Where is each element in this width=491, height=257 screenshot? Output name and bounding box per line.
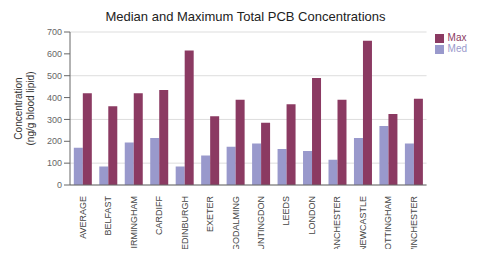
svg-text:WINCHESTER: WINCHESTER: [409, 196, 419, 250]
svg-text:500: 500: [47, 71, 62, 81]
svg-text:400: 400: [47, 93, 62, 103]
svg-text:Concentration(ng/g blood lipid: Concentration(ng/g blood lipid): [13, 72, 36, 146]
html-text:Median and Maximum Total PCB C: Median and Maximum Total PCB Concentrati…: [105, 9, 386, 24]
svg-text:0: 0: [57, 180, 62, 190]
svg-text:HUNTINGDON: HUNTINGDON: [256, 196, 266, 249]
svg-text:EXETER: EXETER: [205, 196, 215, 233]
html-text:Med: Med: [447, 43, 467, 54]
svg-text:NEWCASTLE: NEWCASTLE: [358, 196, 368, 249]
svg-text:MANCHESTER: MANCHESTER: [332, 196, 342, 249]
svg-text:NOTTINGHAM: NOTTINGHAM: [383, 196, 393, 249]
svg-text:EDINBURGH: EDINBURGH: [180, 196, 190, 249]
svg-text:CARDIFF: CARDIFF: [154, 196, 164, 235]
svg-text:LEEDS: LEEDS: [281, 196, 291, 226]
svg-text:300: 300: [47, 115, 62, 125]
svg-text:100: 100: [47, 158, 62, 168]
svg-text:BELFAST: BELFAST: [103, 195, 113, 235]
svg-text:200: 200: [47, 136, 62, 146]
html-text:Max: Max: [447, 32, 467, 43]
svg-text:BIRMINGHAM: BIRMINGHAM: [129, 196, 139, 249]
svg-text:LONDON: LONDON: [307, 196, 317, 235]
svg-text:GODALMING: GODALMING: [231, 196, 241, 249]
svg-text:AVERAGE: AVERAGE: [78, 196, 88, 239]
svg-text:600: 600: [47, 49, 62, 59]
svg-text:700: 700: [47, 27, 62, 37]
